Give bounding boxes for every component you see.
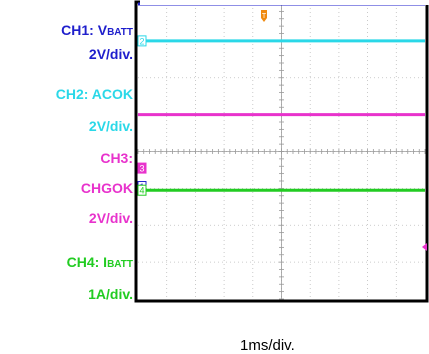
channel-marker-2: 2 bbox=[137, 35, 147, 47]
ch1-name: CH1: V bbox=[61, 22, 108, 38]
ch4-label: CH4: IBATT bbox=[67, 254, 133, 273]
ch2-label: CH2: ACOK bbox=[55, 86, 133, 102]
ch3-scale: 2V/div. bbox=[88, 210, 133, 226]
channel-markers: 2134 bbox=[137, 35, 147, 196]
ch4-scale: 1A/div. bbox=[88, 286, 133, 302]
ch1-sub: BATT bbox=[107, 27, 133, 38]
svg-text:T: T bbox=[262, 13, 267, 20]
ch1-label: CH1: VBATT bbox=[61, 22, 133, 41]
trigger-position-icon: T bbox=[261, 10, 267, 22]
ch4-name: CH4: I bbox=[66, 254, 108, 270]
channel-marker-3: 3 bbox=[137, 162, 147, 174]
ch3-label: CH3: bbox=[100, 150, 133, 166]
ch2-scale: 2V/div. bbox=[88, 118, 133, 134]
time-scale-label: 1ms/div. bbox=[240, 337, 295, 354]
scope-grid bbox=[137, 3, 426, 300]
channel-marker-text: 4 bbox=[139, 186, 144, 196]
trigger-level-icon bbox=[422, 243, 427, 251]
ch1-scale: 2V/div. bbox=[88, 46, 133, 62]
ch3-label2: CHGOK bbox=[80, 180, 133, 196]
channel-marker-text: 2 bbox=[139, 36, 144, 46]
channel-marker-4: 4 bbox=[137, 184, 147, 196]
ch4-sub: BATT bbox=[107, 259, 133, 270]
channel-marker-text: 3 bbox=[139, 164, 144, 174]
top-status-strip bbox=[140, 0, 429, 5]
